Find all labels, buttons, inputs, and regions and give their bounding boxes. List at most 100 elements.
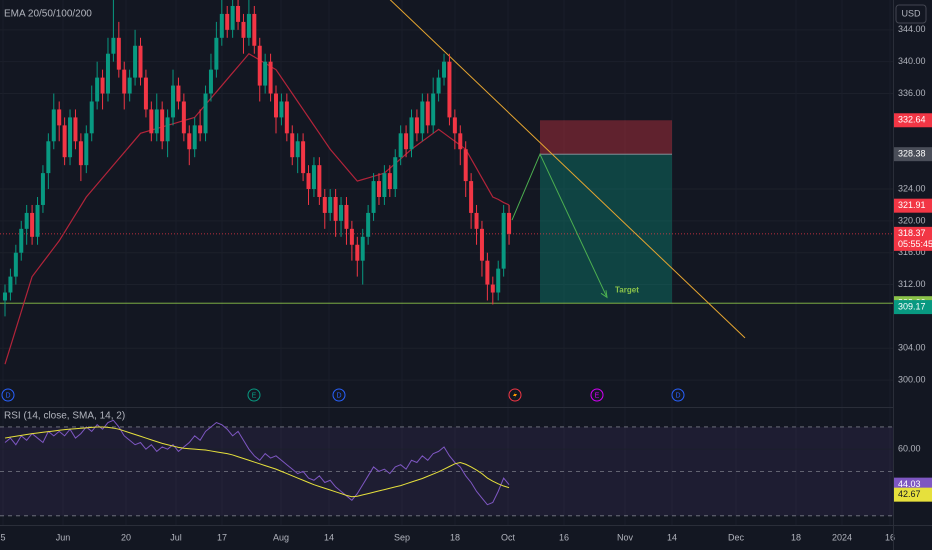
candle-body <box>463 149 468 182</box>
candle-body <box>355 244 360 261</box>
lightning-icon <box>513 391 517 399</box>
y-tick-label: 304.00 <box>898 343 926 353</box>
ema-line <box>4 52 510 365</box>
candle-body <box>8 276 13 293</box>
candle-body <box>51 109 56 142</box>
event-label: E <box>252 392 257 399</box>
rsi-value-box <box>894 487 932 502</box>
candle-body <box>35 204 40 237</box>
candle-body <box>425 101 430 126</box>
candle-body <box>485 260 490 285</box>
price-label: 321.91 <box>898 200 926 210</box>
event-label: D <box>675 392 680 399</box>
candle-body <box>339 204 344 221</box>
candle-body <box>393 157 398 190</box>
currency-button[interactable] <box>895 4 927 24</box>
candle-body <box>100 77 105 94</box>
candle-body <box>30 212 35 237</box>
candle-body <box>290 133 295 158</box>
candle-body <box>62 125 67 158</box>
x-tick-label: 20 <box>121 532 131 542</box>
candle-body <box>333 197 338 221</box>
candle-body <box>496 268 501 293</box>
candle-body <box>19 228 24 253</box>
x-tick-label: 14 <box>324 532 334 542</box>
event-marker <box>247 388 261 402</box>
candle-body <box>295 141 300 158</box>
candle-body <box>274 93 278 118</box>
x-tick-label: Nov <box>617 532 634 542</box>
candle-body <box>328 197 333 213</box>
candle-body <box>236 5 241 22</box>
candle-body <box>95 77 100 102</box>
x-tick-label: Dec <box>728 532 745 542</box>
candle-body <box>219 13 224 38</box>
currency[interactable]: USD <box>901 8 921 18</box>
x-tick-label: 18 <box>791 532 801 542</box>
rsi-value-label: 44.03 <box>898 479 921 489</box>
price-label-box <box>894 147 932 162</box>
x-tick-label: Jun <box>56 532 71 542</box>
candle-body <box>208 69 213 94</box>
x-tick-label: Aug <box>273 532 289 542</box>
indicator-label: EMA 20/50/100/200 <box>4 9 92 20</box>
candle-body <box>501 212 506 269</box>
price-label: 318.37 <box>898 228 926 238</box>
candle-body <box>57 109 62 126</box>
rsi-label: RSI (14, close, SMA, 14, 2) <box>4 411 125 422</box>
x-tick-label: 16 <box>559 532 569 542</box>
rsi-line <box>4 426 510 498</box>
candle-body <box>458 133 463 150</box>
y-tick-label: 300.00 <box>898 374 926 384</box>
price-pane: Target D E D E D <box>0 0 893 402</box>
rsi-band <box>0 426 893 516</box>
y-tick-label: 312.00 <box>898 279 926 289</box>
candle-body <box>442 61 447 78</box>
event-marker <box>332 388 346 402</box>
arrow-head <box>600 290 608 299</box>
candle-body <box>409 117 414 150</box>
event-label: D <box>5 392 10 399</box>
candle-body <box>479 228 484 261</box>
candle-body <box>181 101 186 134</box>
candle-body <box>311 165 316 190</box>
candle-body <box>73 117 78 142</box>
candle-body <box>349 228 354 245</box>
price-label: 328.38 <box>898 149 926 159</box>
candle-body <box>344 204 349 229</box>
candle-body <box>143 77 148 110</box>
price-label-box <box>894 198 932 213</box>
rsi-value-label: 42.67 <box>898 489 921 499</box>
candle-body <box>40 173 45 205</box>
candle-body <box>160 109 165 142</box>
target-label: Target <box>615 285 639 294</box>
candle-body <box>469 181 474 213</box>
candle-body <box>203 93 208 134</box>
candle-body <box>24 212 29 229</box>
candle-body <box>398 133 403 158</box>
y-tick-label: 344.00 <box>898 24 926 34</box>
candle-body <box>447 61 452 118</box>
candle-body <box>84 133 89 166</box>
y-tick-label: 324.00 <box>898 183 926 193</box>
grid <box>0 0 893 525</box>
event-marker <box>1 388 15 402</box>
axes: 344.00 340.00 336.00 324.00 320.00 316.00 312.… <box>0 24 932 542</box>
candle-body <box>306 173 311 190</box>
projection-path <box>511 152 608 298</box>
candle-body <box>284 101 289 134</box>
candle-body <box>474 212 479 229</box>
candle-body <box>225 13 230 30</box>
candle-body <box>404 133 409 150</box>
candle-body <box>3 292 7 301</box>
candle-body <box>111 37 116 54</box>
rsi-line <box>4 419 510 506</box>
candle-body <box>89 101 94 134</box>
candle-body <box>301 141 306 174</box>
x-tick-label: 14 <box>667 532 677 542</box>
candle-body <box>371 181 376 213</box>
price-label-box <box>894 226 932 251</box>
candle-body <box>68 117 73 158</box>
